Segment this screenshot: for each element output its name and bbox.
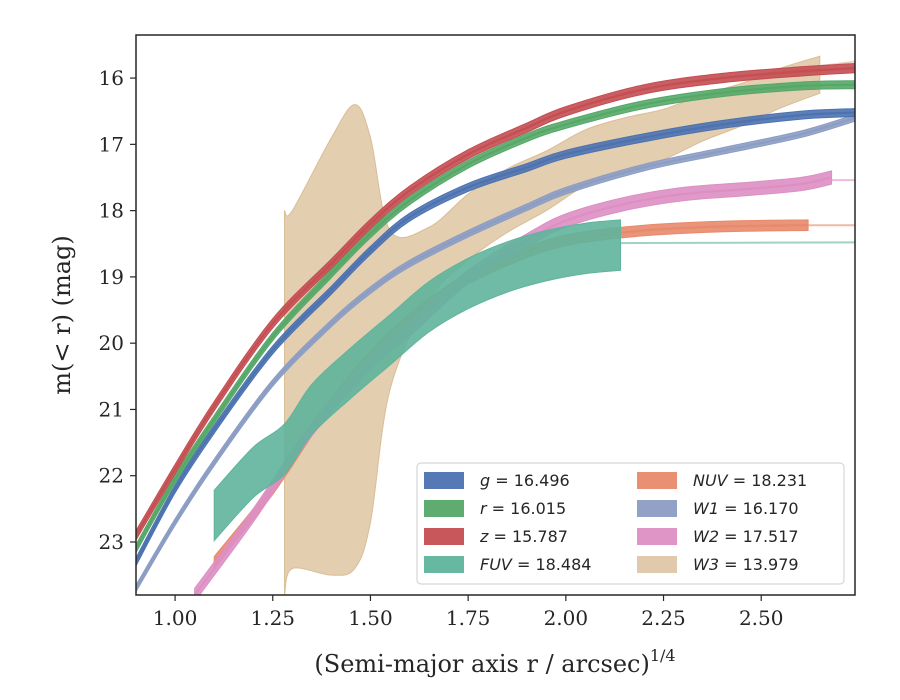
x-tick-label: 1.50 [348, 606, 393, 630]
legend-item-w3: W3 = 13.979 [637, 555, 799, 574]
y-tick-label: 17 [99, 132, 124, 156]
x-tick-label: 1.75 [446, 606, 491, 630]
legend-swatch [424, 556, 464, 573]
y-axis-ticks: 16 17 18 19 20 21 22 23 [99, 66, 136, 554]
legend-label: W1 = 16.170 [693, 499, 799, 518]
y-tick-label: 19 [99, 265, 124, 289]
legend-label: g = 16.496 [480, 471, 570, 490]
x-tick-label: 1.00 [153, 606, 198, 630]
legend-item-g: g = 16.496 [424, 471, 570, 490]
legend-swatch [637, 500, 677, 517]
x-axis-title-text: (Semi-major axis r / arcsec) [314, 650, 649, 678]
legend-item-r: r = 16.015 [424, 499, 566, 518]
x-axis-title: (Semi-major axis r / arcsec)1/4 [314, 646, 675, 678]
legend-item-nuv: NUV = 18.231 [637, 471, 807, 490]
y-tick-label: 18 [99, 199, 124, 223]
series-r-line [136, 83, 855, 550]
legend-label: W3 = 13.979 [693, 555, 799, 574]
legend-box [416, 462, 845, 585]
series-z-band [136, 62, 855, 541]
plot-frame [135, 34, 856, 596]
series-fuv [213, 219, 855, 543]
series-z-line [136, 67, 855, 536]
x-tick-label: 2.00 [544, 606, 589, 630]
legend-label: NUV = 18.231 [693, 471, 807, 490]
series-fuv-extension [620, 241, 855, 245]
legend-swatch [637, 528, 677, 545]
y-tick-label: 16 [99, 66, 124, 90]
legend-swatch [637, 556, 677, 573]
y-axis-title: m(< r) (mag) [48, 235, 76, 394]
legend-item-fuv: FUV = 18.484 [424, 555, 591, 574]
legend-item-z: z = 15.787 [424, 527, 568, 546]
y-tick-label: 21 [99, 397, 124, 421]
legend-label: r = 16.015 [480, 499, 566, 518]
series-z [136, 62, 855, 541]
x-tick-label: 1.25 [251, 606, 296, 630]
y-tick-label: 20 [99, 331, 124, 355]
y-tick-label: 22 [99, 464, 124, 488]
x-axis-ticks: 1.00 1.25 1.50 1.75 2.00 2.25 2.50 [153, 595, 784, 630]
series-r-band [136, 80, 855, 554]
legend-swatch [424, 472, 464, 489]
legend-item-w2: W2 = 17.517 [637, 527, 799, 546]
x-axis-title-exponent: 1/4 [650, 646, 676, 665]
legend-label: z = 15.787 [479, 527, 568, 546]
legend-label: W2 = 17.517 [693, 527, 799, 546]
series-g-line [136, 111, 855, 563]
series-w1-band [136, 113, 855, 593]
y-tick-label: 23 [99, 530, 124, 554]
x-tick-label: 2.50 [739, 606, 784, 630]
x-tick-label: 2.25 [641, 606, 686, 630]
series-g [136, 108, 855, 567]
plot-series [136, 55, 855, 595]
legend-label: FUV = 18.484 [480, 555, 591, 574]
legend: g = 16.496 r = 16.015 z = 15.787 FUV = 18.4… [416, 462, 845, 585]
series-w1 [136, 113, 855, 593]
legend-swatch [424, 500, 464, 517]
series-fuv-band [213, 219, 621, 543]
legend-swatch [637, 472, 677, 489]
legend-swatch [424, 528, 464, 545]
legend-item-w1: W1 = 16.170 [637, 499, 799, 518]
series-w1-line [136, 116, 855, 589]
series-r [136, 80, 855, 554]
series-g-band [136, 108, 855, 567]
